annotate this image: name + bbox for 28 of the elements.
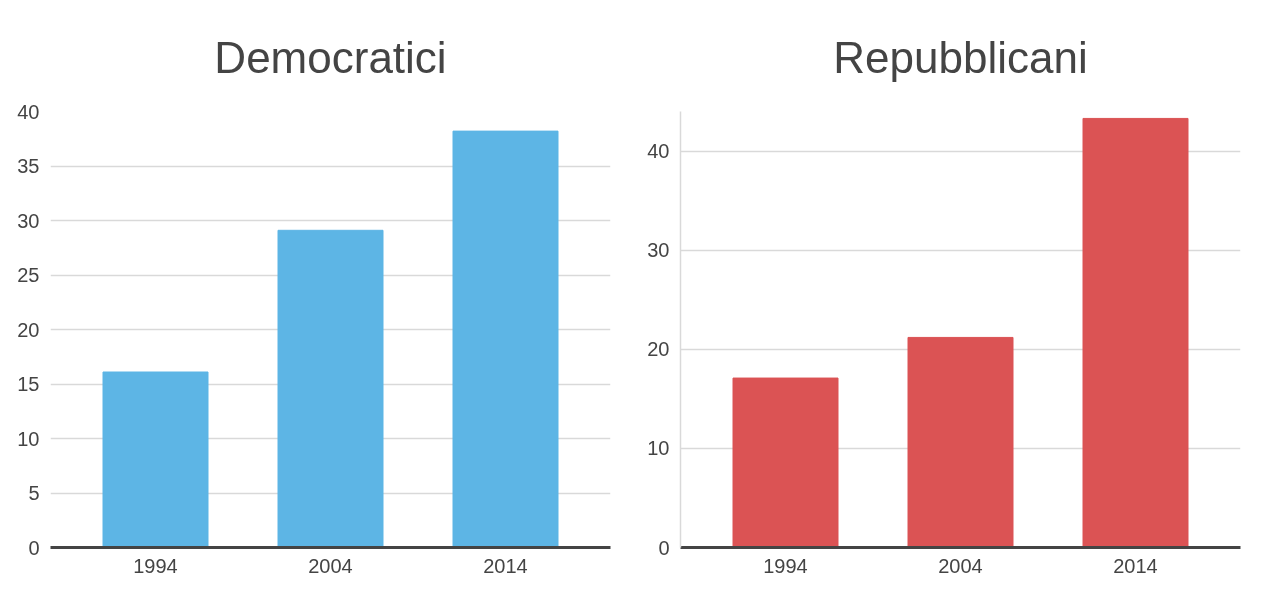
bar bbox=[732, 377, 839, 548]
y-tick-label: 10 bbox=[17, 427, 40, 450]
x-tick-label: 1994 bbox=[133, 554, 178, 577]
bar bbox=[1082, 117, 1189, 548]
y-tick-label: 40 bbox=[647, 140, 670, 163]
bar bbox=[452, 130, 559, 548]
y-tick-label: 5 bbox=[28, 482, 40, 504]
bar bbox=[277, 229, 384, 548]
x-tick-label: 2014 bbox=[483, 554, 528, 577]
y-tick-label: 30 bbox=[17, 209, 40, 232]
chart-title: Democratici bbox=[214, 32, 447, 82]
y-tick-label: 30 bbox=[647, 239, 670, 262]
x-tick-label: 2004 bbox=[938, 554, 983, 577]
y-tick-label: 25 bbox=[17, 264, 40, 286]
y-tick-label: 20 bbox=[17, 318, 40, 341]
y-tick-label: 20 bbox=[647, 338, 670, 361]
y-tick-label: 10 bbox=[647, 437, 670, 460]
y-tick-label: 0 bbox=[28, 536, 40, 559]
x-tick-label: 1994 bbox=[763, 554, 808, 577]
y-tick-label: 15 bbox=[17, 373, 40, 395]
chart-title: Repubblicani bbox=[833, 32, 1088, 82]
x-tick-label: 2014 bbox=[1113, 554, 1158, 577]
y-tick-label: 0 bbox=[658, 536, 670, 559]
bar bbox=[907, 336, 1014, 548]
bar bbox=[102, 371, 209, 548]
y-tick-label: 40 bbox=[17, 100, 40, 123]
y-tick-label: 35 bbox=[17, 155, 40, 177]
x-tick-label: 2004 bbox=[308, 554, 353, 577]
